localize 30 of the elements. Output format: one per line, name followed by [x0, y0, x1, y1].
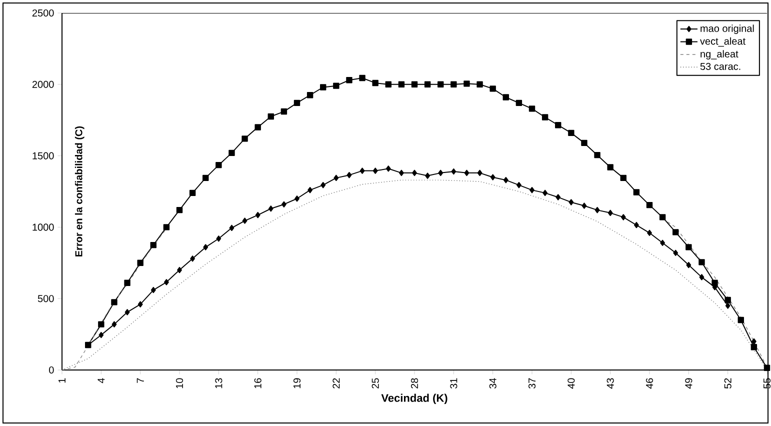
x-tick-label: 4: [98, 378, 105, 384]
y-tick-label: 1500: [32, 152, 54, 160]
legend-label: vect_aleat: [700, 37, 746, 47]
y-tick-label: 2000: [32, 80, 54, 88]
x-tick-label: 34: [489, 378, 496, 389]
y-axis-title: Error en la confiabilidad (C): [74, 126, 84, 256]
legend-label: ng_aleat: [700, 50, 738, 60]
x-tick-label: 7: [136, 378, 144, 383]
x-tick-label: 22: [332, 378, 340, 388]
x-tick-label: 43: [606, 378, 614, 389]
x-tick-label: 25: [372, 378, 379, 388]
y-tick-label: 2500: [32, 9, 54, 17]
x-tick-label: 16: [254, 378, 262, 388]
x-axis-title: Vecindad (K): [381, 394, 448, 404]
x-tick-label: 1: [58, 378, 66, 383]
legend-label: mao original: [700, 24, 754, 34]
x-tick-label: 40: [568, 378, 575, 389]
x-tick-label: 37: [528, 378, 536, 389]
x-tick-label: 10: [176, 378, 184, 388]
x-tick-label: 19: [293, 378, 301, 388]
x-tick-label: 31: [450, 378, 458, 389]
x-tick-label: 52: [724, 378, 732, 389]
legend-label: 53 carac.: [700, 62, 740, 70]
y-tick-label: 1000: [32, 224, 54, 231]
x-tick-label: 49: [685, 378, 692, 389]
y-tick-label: 500: [38, 295, 54, 302]
x-tick-label: 28: [410, 378, 418, 388]
y-tick-label: 0: [49, 366, 54, 374]
x-tick-label: 13: [215, 378, 222, 388]
x-tick-label: 46: [646, 378, 654, 389]
